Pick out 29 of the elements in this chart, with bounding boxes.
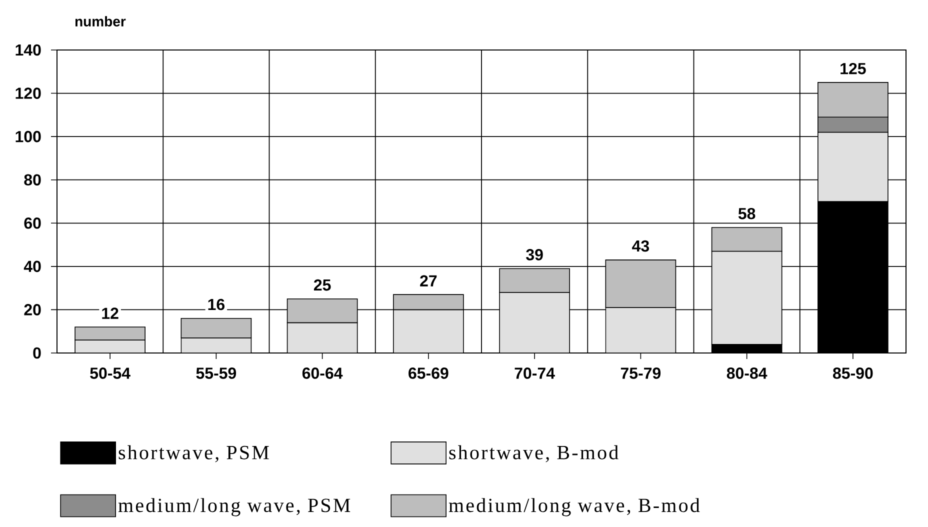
y-tick-label: 80: [24, 174, 41, 186]
x-tick-label: 65-69: [408, 368, 448, 379]
x-tick-label: 75-79: [620, 368, 661, 379]
y-tick-label: 140: [16, 44, 41, 56]
y-tick-label: 120: [16, 88, 41, 99]
total-label: 125: [840, 62, 866, 74]
legend-label: medium/long wave, B-mod: [448, 498, 700, 516]
legend-label: shortwave, PSM: [118, 445, 269, 462]
y-tick-label: 40: [24, 260, 41, 272]
x-tick-label: 60-64: [302, 368, 343, 379]
y-tick-label: 100: [16, 130, 41, 142]
total-label: 58: [738, 208, 756, 220]
total-label: 43: [632, 240, 650, 252]
y-tick-label: 60: [24, 217, 41, 229]
total-label: 27: [420, 275, 437, 286]
x-tick-label: 70-74: [514, 368, 555, 379]
x-tick-label: 50-54: [90, 368, 130, 379]
x-tick-label: 55-59: [196, 368, 236, 379]
total-label: 16: [208, 298, 224, 310]
x-tick-label: 85-90: [832, 368, 873, 379]
total-label: 39: [526, 249, 543, 260]
legend-label: shortwave, B-mod: [449, 445, 618, 462]
total-label: 25: [314, 279, 331, 291]
x-tick-label: 80-84: [726, 368, 768, 379]
legend-label: medium/long wave, PSM: [118, 498, 350, 516]
y-tick-label: 0: [33, 347, 41, 359]
y-axis-title: number: [75, 16, 126, 26]
total-label: 12: [102, 308, 118, 319]
y-tick-label: 20: [24, 304, 41, 316]
